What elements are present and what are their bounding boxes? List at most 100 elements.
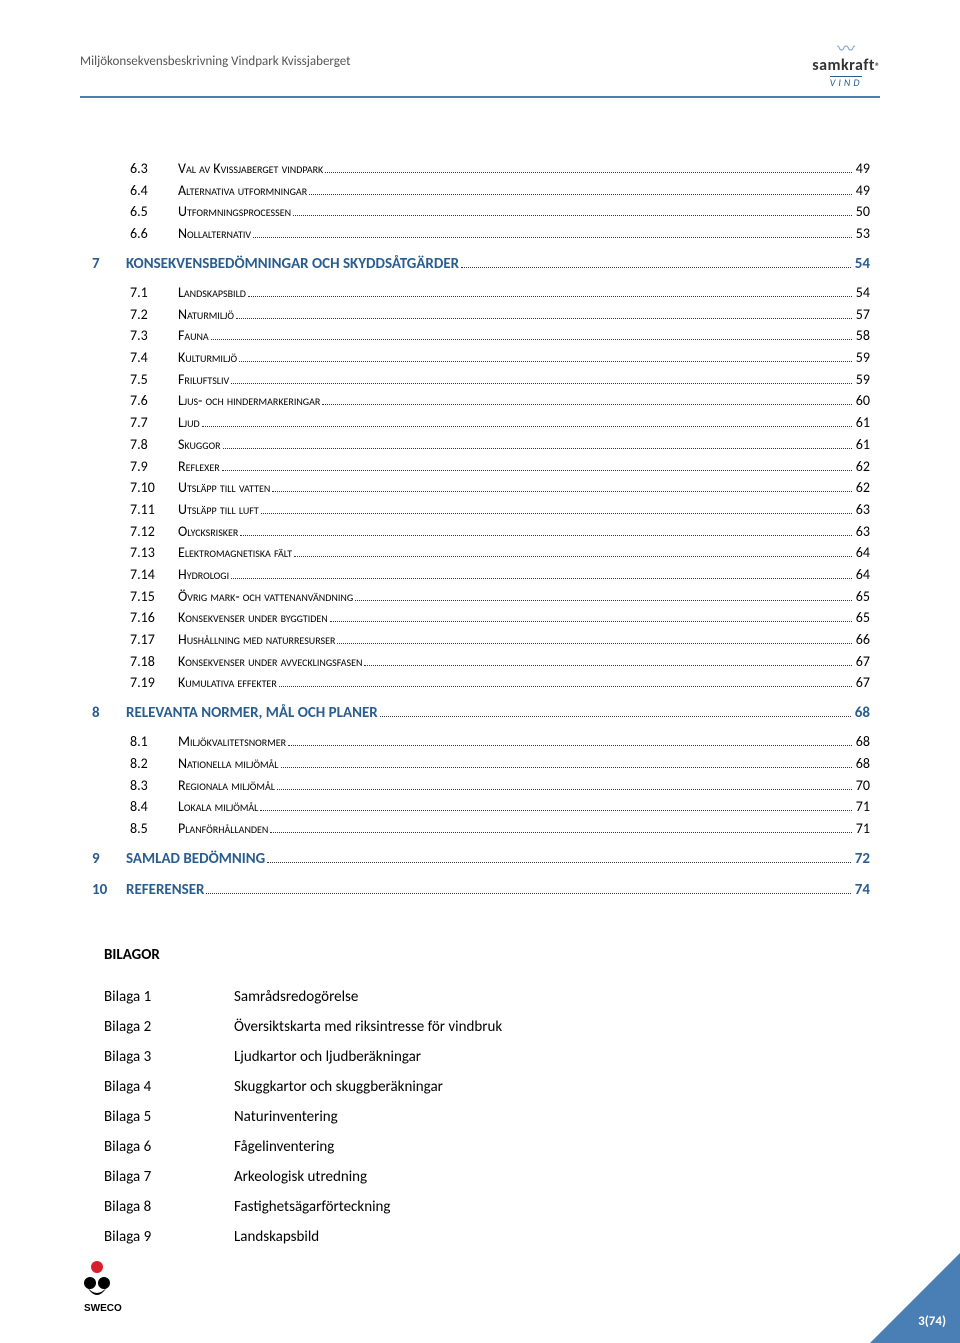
toc-number: 10	[92, 879, 126, 902]
toc-number: 7.19	[130, 672, 178, 694]
toc-number: 8.2	[130, 753, 178, 775]
toc-entry: 7.10Utsläpp till vatten62	[130, 477, 870, 499]
toc-label: Hushållning med naturresurser	[178, 629, 335, 651]
toc-label: Ljud	[178, 412, 200, 434]
toc-number: 7.1	[130, 282, 178, 304]
toc-section-heading: 7KONSEKVENSBEDÖMNINGAR OCH SKYDDSÅTGÄRDE…	[92, 253, 870, 276]
toc-label: Ljus- och hindermarkeringar	[178, 390, 320, 412]
bilaga-description: Arkeologisk utredning	[234, 1162, 367, 1192]
toc-entry: 7.7Ljud61	[130, 412, 870, 434]
toc-label: Reflexer	[178, 456, 220, 478]
toc-page: 68	[856, 753, 870, 775]
toc-number: 6.6	[130, 223, 178, 245]
toc-label: Konsekvenser under avvecklingsfasen	[178, 651, 362, 673]
toc-section-heading: 9SAMLAD BEDÖMNING72	[92, 848, 870, 871]
toc-entry: 8.5Planförhållanden71	[130, 818, 870, 840]
toc-page: 57	[856, 304, 870, 326]
toc-label: RELEVANTA NORMER, MÅL OCH PLANER	[126, 702, 378, 725]
toc-number: 7.3	[130, 325, 178, 347]
toc-entry: 7.8Skuggor61	[130, 434, 870, 456]
registered-icon: ®	[875, 60, 880, 73]
toc-number: 9	[92, 848, 126, 871]
toc-page: 72	[855, 848, 870, 871]
toc-leader-dots	[236, 318, 852, 319]
toc-page: 68	[855, 702, 870, 725]
bilaga-row: Bilaga 4Skuggkartor och skuggberäkningar	[104, 1072, 870, 1102]
toc-number: 7.12	[130, 521, 178, 543]
bilaga-label: Bilaga 8	[104, 1192, 234, 1222]
toc-label: Utsläpp till vatten	[178, 477, 270, 499]
bilaga-label: Bilaga 3	[104, 1042, 234, 1072]
toc-entry: 8.4Lokala miljömål71	[130, 796, 870, 818]
toc-entry: 8.1Miljökvalitetsnormer68	[130, 731, 870, 753]
bilaga-label: Bilaga 7	[104, 1162, 234, 1192]
sweco-logo-icon: SWECO	[80, 1259, 134, 1313]
toc-page: 64	[856, 542, 870, 564]
toc-leader-dots	[325, 172, 852, 173]
bilaga-label: Bilaga 9	[104, 1222, 234, 1252]
toc-entry: 7.18Konsekvenser under avvecklingsfasen6…	[130, 651, 870, 673]
toc-number: 7.5	[130, 369, 178, 391]
toc-number: 7.17	[130, 629, 178, 651]
sweco-logo: SWECO	[80, 1259, 134, 1313]
toc-number: 7.4	[130, 347, 178, 369]
toc-page: 70	[856, 775, 870, 797]
toc-number: 8.1	[130, 731, 178, 753]
toc-leader-dots	[231, 383, 852, 384]
toc-label: REFERENSER	[126, 879, 204, 902]
toc-label: Nollalternativ	[178, 223, 251, 245]
toc-leader-dots	[239, 361, 852, 362]
toc-number: 7.14	[130, 564, 178, 586]
toc-label: Olycksrisker	[178, 521, 238, 543]
toc-entry: 7.9Reflexer62	[130, 456, 870, 478]
toc-entry: 7.3Fauna58	[130, 325, 870, 347]
bilaga-description: Naturinventering	[234, 1102, 338, 1132]
toc-leader-dots	[231, 578, 852, 579]
toc-page: 62	[856, 477, 870, 499]
toc-page: 54	[856, 282, 870, 304]
toc-page: 59	[856, 347, 870, 369]
bilaga-description: Landskapsbild	[234, 1222, 319, 1252]
toc-leader-dots	[202, 426, 852, 427]
toc-leader-dots	[337, 643, 851, 644]
toc-number: 7	[92, 253, 126, 276]
toc-page: 58	[856, 325, 870, 347]
toc-label: Regionala miljömål	[178, 775, 275, 797]
toc-number: 8.4	[130, 796, 178, 818]
toc-leader-dots	[253, 237, 852, 238]
bilaga-label: Bilaga 2	[104, 1012, 234, 1042]
toc-leader-dots	[330, 621, 852, 622]
toc-leader-dots	[277, 789, 852, 790]
toc-leader-dots	[461, 267, 851, 268]
toc-leader-dots	[364, 665, 851, 666]
toc-label: Naturmiljö	[178, 304, 234, 326]
bilaga-row: Bilaga 3Ljudkartor och ljudberäkningar	[104, 1042, 870, 1072]
toc-leader-dots	[281, 767, 852, 768]
bilaga-row: Bilaga 9Landskapsbild	[104, 1222, 870, 1252]
toc-page: 74	[855, 879, 870, 902]
toc-entry: 7.15Övrig mark- och vattenanvändning65	[130, 586, 870, 608]
toc-label: Utsläpp till luft	[178, 499, 259, 521]
toc-label: Hydrologi	[178, 564, 229, 586]
toc-entry: 7.11Utsläpp till luft63	[130, 499, 870, 521]
toc-leader-dots	[288, 745, 852, 746]
bilaga-label: Bilaga 4	[104, 1072, 234, 1102]
toc-label: Konsekvenser under byggtiden	[178, 607, 328, 629]
toc-page: 54	[855, 253, 870, 276]
logo-sub: VIND	[830, 76, 863, 88]
toc-leader-dots	[223, 448, 852, 449]
bilaga-label: Bilaga 6	[104, 1132, 234, 1162]
toc-page: 63	[856, 499, 870, 521]
samkraft-logo: 〰 samkraft® VIND	[812, 40, 880, 90]
page-header: Miljökonsekvensbeskrivning Vindpark Kvis…	[80, 40, 880, 98]
toc-label: Friluftsliv	[178, 369, 229, 391]
page: Miljökonsekvensbeskrivning Vindpark Kvis…	[0, 0, 960, 1343]
toc-entry: 6.5Utformningsprocessen50	[130, 201, 870, 223]
toc-label: Utformningsprocessen	[178, 201, 291, 223]
toc-leader-dots	[222, 470, 852, 471]
toc-entry: 7.4Kulturmiljö59	[130, 347, 870, 369]
bilaga-description: Ljudkartor och ljudberäkningar	[234, 1042, 421, 1072]
toc-number: 6.5	[130, 201, 178, 223]
toc-entry: 6.6Nollalternativ53	[130, 223, 870, 245]
bilaga-description: Skuggkartor och skuggberäkningar	[234, 1072, 443, 1102]
